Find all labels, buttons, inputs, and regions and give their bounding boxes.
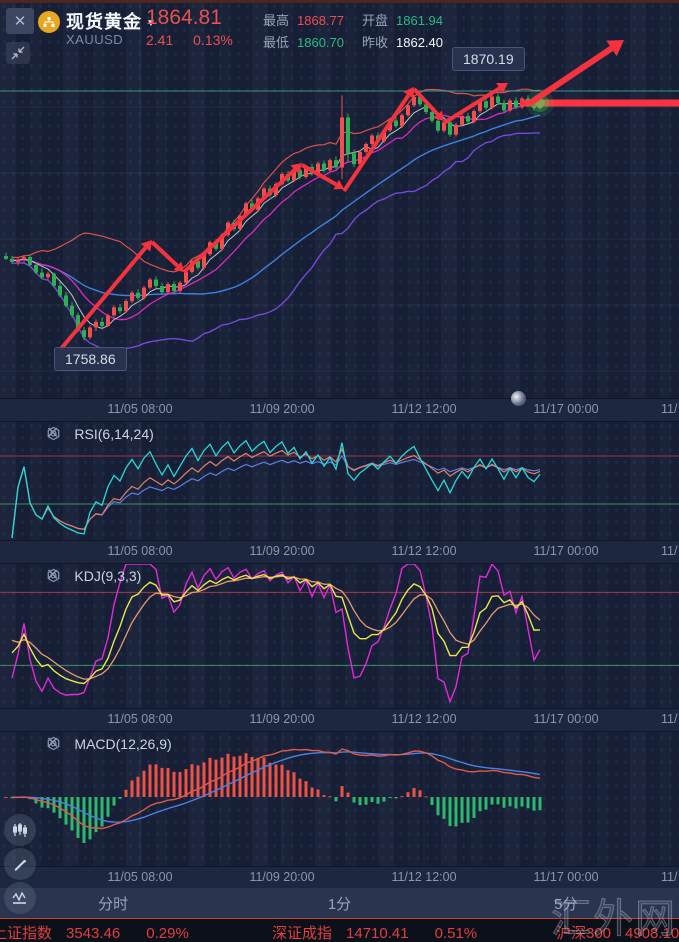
- scrub-handle-icon[interactable]: [511, 391, 526, 406]
- close-icon: ✕: [13, 13, 27, 30]
- time-axis-main: 11/05 08:00 11/09 20:00 11/12 12:00 11/17 0…: [0, 398, 679, 422]
- stat-open: 开盘 1861.94: [362, 13, 444, 28]
- time-axis-label: 11/12 12:00: [391, 870, 457, 884]
- ticker-item-shenzhen[interactable]: 深证成指 14710.41 0.51%: [272, 925, 478, 942]
- tab-timeline[interactable]: 分时: [98, 895, 129, 913]
- last-price: 1864.81: [146, 6, 222, 29]
- kdj-label: KDJ(9,3,3): [74, 568, 142, 584]
- time-axis-label: 11/: [661, 544, 678, 558]
- main-price-chart-panel[interactable]: [0, 0, 679, 398]
- time-axis-label: 11/12 12:00: [391, 402, 457, 416]
- time-axis-label: 11/09 20:00: [249, 712, 315, 726]
- price-tag-low: 1758.86: [54, 347, 127, 371]
- symbol-selector[interactable]: 现货黄金 ▼: [66, 8, 157, 34]
- macd-label: MACD(12,26,9): [74, 736, 172, 752]
- macd-chart[interactable]: [0, 730, 679, 866]
- time-axis-label: 11/17 00:00: [533, 712, 599, 726]
- price-tag-high: 1870.19: [452, 47, 525, 71]
- chart-type-button[interactable]: [4, 814, 36, 846]
- quote-header: ✕ 现货黄金 ▼ XAUUSD 1864.81 2.41 0.13%: [0, 0, 679, 64]
- ticker-item-shanghai[interactable]: 上证指数3543.460.29%: [0, 925, 189, 942]
- macd-settings-icon[interactable]: [46, 736, 61, 751]
- collapse-chart-button[interactable]: [6, 42, 30, 64]
- time-axis-macd: 11/05 08:00 11/09 20:00 11/12 12:00 11/17 0…: [0, 866, 679, 890]
- rsi-label: RSI(6,14,24): [74, 426, 154, 442]
- time-axis-label: 11/09 20:00: [249, 870, 315, 884]
- tab-5min[interactable]: 5分: [554, 895, 578, 913]
- rsi-panel[interactable]: ✕ RSI(6,14,24): [0, 420, 679, 540]
- time-axis-label: 11/12 12:00: [391, 712, 457, 726]
- time-axis-kdj: 11/05 08:00 11/09 20:00 11/12 12:00 11/17 0…: [0, 708, 679, 732]
- time-axis-rsi: 11/05 08:00 11/09 20:00 11/12 12:00 11/17 0…: [0, 540, 679, 564]
- chart-toolbar: [4, 814, 36, 916]
- gold-instrument-icon: [38, 11, 60, 33]
- close-window-button[interactable]: ✕: [6, 8, 34, 34]
- top-border-line: [0, 0, 679, 3]
- stat-prev-close: 昨收 1862.40: [362, 35, 444, 50]
- time-axis-label: 11/: [661, 712, 678, 726]
- tab-1min[interactable]: 1分: [327, 895, 352, 913]
- candlestick-icon: [12, 823, 28, 837]
- time-axis-label: 11/12 12:00: [391, 544, 457, 558]
- symbol-code: XAUUSD: [66, 32, 124, 47]
- time-axis-label: 11/09 20:00: [249, 544, 315, 558]
- time-axis-label: 11/: [661, 870, 678, 884]
- time-axis-label: 11/17 00:00: [533, 402, 599, 416]
- pencil-icon: [14, 859, 26, 871]
- time-axis-label: 11/05 08:00: [107, 712, 173, 726]
- chevron-down-icon: ▼: [146, 18, 157, 29]
- time-axis-label: 11/17 00:00: [533, 544, 599, 558]
- change-value: 2.41: [146, 32, 174, 48]
- stat-high: 最高 1868.77: [263, 13, 345, 28]
- kdj-panel[interactable]: ✕ KDJ(9,3,3): [0, 562, 679, 708]
- ticker-item-hs300[interactable]: 沪深300 4908.10: [556, 925, 679, 942]
- stat-low: 最低 1860.70: [263, 35, 345, 50]
- draw-tool-button[interactable]: [4, 848, 36, 880]
- change-percent: 0.13%: [193, 32, 233, 48]
- time-axis-label: 11/05 08:00: [107, 544, 173, 558]
- time-axis-label: 11/17 00:00: [533, 870, 599, 884]
- rsi-settings-icon[interactable]: [46, 426, 61, 441]
- kdj-settings-icon[interactable]: [46, 568, 61, 583]
- macd-panel[interactable]: ✕ MACD(12,26,9): [0, 730, 679, 866]
- time-axis-label: 11/: [661, 402, 678, 416]
- indicator-line-icon: [12, 891, 26, 904]
- symbol-name: 现货黄金: [66, 12, 142, 32]
- rsi-chart[interactable]: [0, 420, 679, 540]
- price-change: 2.41 0.13%: [146, 32, 233, 48]
- timeframe-tabbar: 分时 1分 5分: [0, 888, 679, 918]
- collapse-arrows-icon: [11, 46, 25, 60]
- time-axis-label: 11/05 08:00: [107, 870, 173, 884]
- candlestick-chart[interactable]: [0, 0, 679, 398]
- kdj-chart[interactable]: [0, 562, 679, 708]
- time-axis-label: 11/09 20:00: [249, 402, 315, 416]
- time-axis-label: 11/05 08:00: [107, 402, 173, 416]
- indicator-button[interactable]: [4, 882, 36, 914]
